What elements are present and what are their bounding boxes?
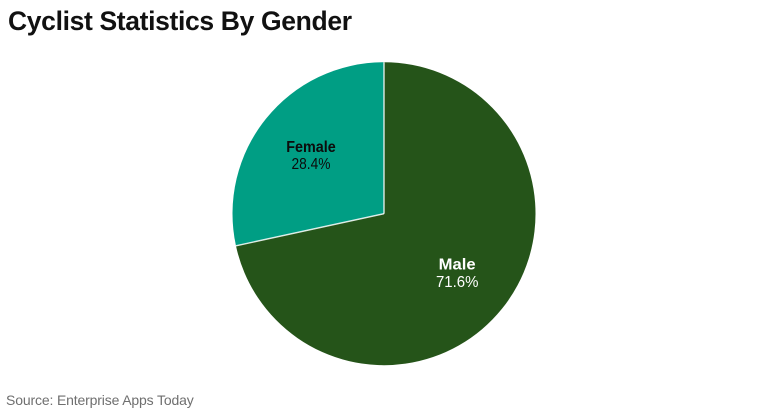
svg-text:71.6%: 71.6%: [436, 274, 479, 291]
svg-text:Female: Female: [286, 139, 336, 156]
svg-text:Male: Male: [439, 257, 476, 274]
svg-text:28.4%: 28.4%: [292, 156, 331, 173]
